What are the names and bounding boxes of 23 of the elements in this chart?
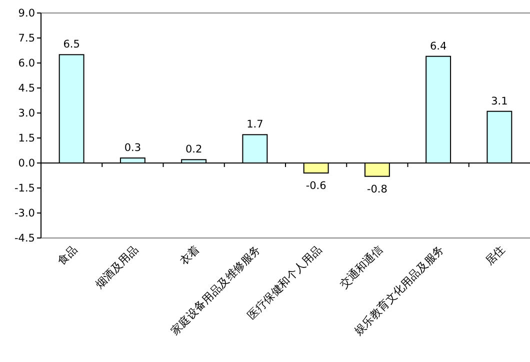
- y-tick-label: 4.5: [18, 82, 35, 95]
- y-tick-label: -3.0: [14, 208, 35, 220]
- y-tick-label: 1.5: [18, 132, 35, 145]
- data-label: 0.3: [124, 142, 142, 154]
- x-tick-label: 交通和通信: [337, 242, 386, 292]
- y-tick-label: -4.5: [14, 232, 35, 245]
- data-label: 6.4: [430, 40, 447, 52]
- data-label: 0.2: [185, 144, 202, 156]
- data-label: 3.1: [491, 95, 508, 108]
- y-tick-label: 6.0: [18, 58, 35, 70]
- y-tick-label: 3.0: [18, 108, 35, 120]
- y-tick-label: 7.5: [18, 32, 35, 45]
- x-tick-label: 居住: [482, 242, 508, 268]
- x-tick-label: 烟酒及用品: [92, 242, 141, 292]
- data-label: -0.6: [306, 180, 327, 192]
- data-label: 6.5: [63, 38, 80, 51]
- x-tick-label: 衣着: [177, 242, 202, 268]
- x-tick-label: 食品: [54, 242, 80, 268]
- data-label: -0.8: [366, 183, 388, 196]
- y-tick-label: -1.5: [14, 182, 35, 195]
- y-tick-label: 9.0: [18, 8, 35, 20]
- y-tick-label: 0.0: [18, 158, 35, 170]
- data-label: 1.7: [246, 118, 264, 131]
